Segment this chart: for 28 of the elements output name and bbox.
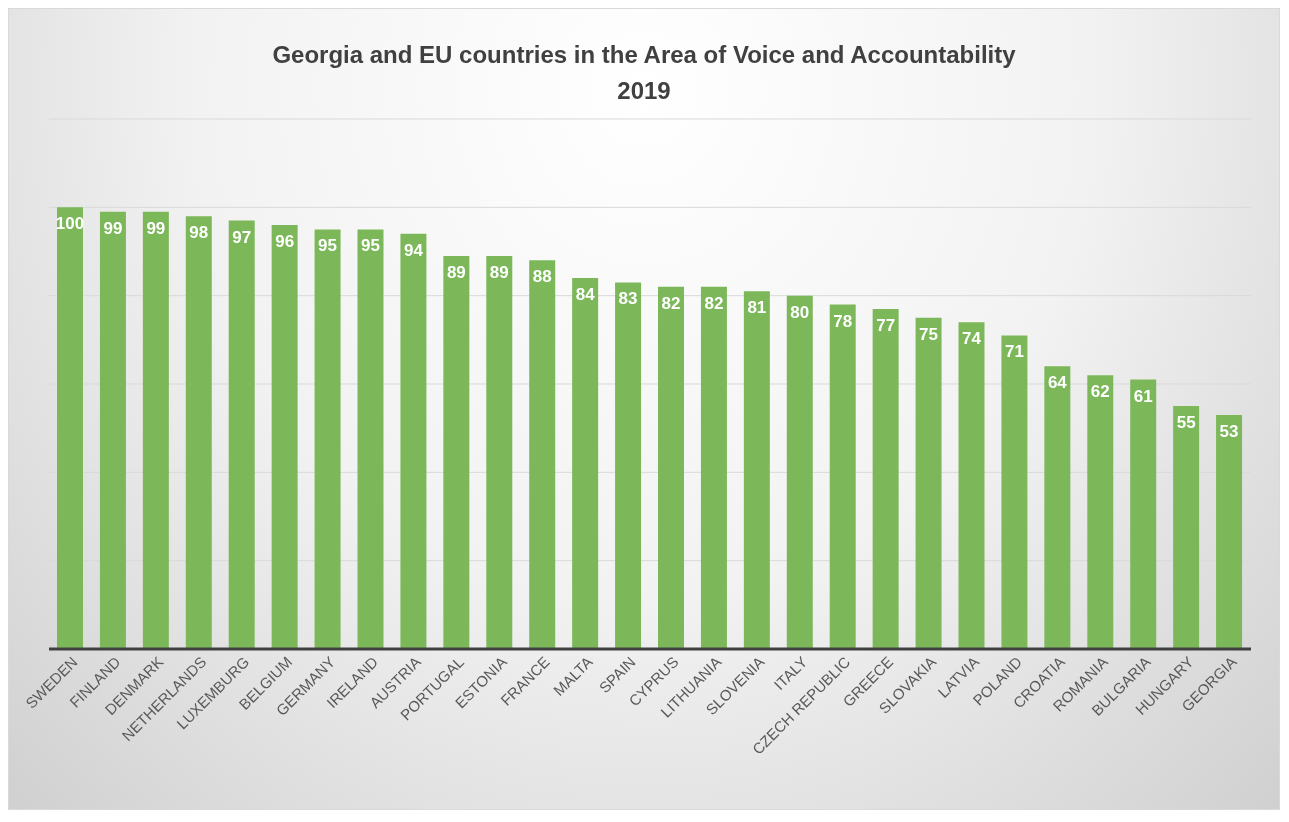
data-label: 64	[1047, 373, 1068, 393]
data-label: 96	[275, 232, 295, 252]
data-label: 89	[489, 262, 509, 282]
data-label: 55	[1176, 413, 1196, 433]
data-label: 99	[103, 218, 123, 238]
data-label: 62	[1090, 382, 1110, 402]
data-label: 61	[1133, 386, 1153, 406]
data-label: 82	[661, 293, 681, 313]
data-label: 82	[704, 293, 724, 313]
data-label: 53	[1219, 421, 1239, 441]
data-label: 78	[833, 311, 853, 331]
data-label: 74	[962, 329, 982, 349]
data-label: 95	[318, 236, 338, 256]
data-label: 97	[232, 227, 252, 247]
data-label: 83	[618, 289, 638, 309]
data-label: 89	[446, 262, 466, 282]
data-label: 99	[146, 218, 166, 238]
data-label: 81	[747, 298, 767, 318]
data-label: 98	[189, 223, 209, 243]
chart-title: Georgia and EU countries in the Area of Voice and Accountability 2019	[271, 40, 1017, 106]
data-label: 75	[919, 324, 939, 344]
data-label: 84	[575, 285, 596, 305]
data-label: 80	[790, 302, 810, 322]
data-label: 71	[1004, 342, 1024, 362]
data-label: 95	[361, 236, 380, 256]
data-label: 94	[403, 240, 424, 260]
data-label: 77	[876, 315, 896, 335]
data-label: 88	[532, 267, 552, 287]
